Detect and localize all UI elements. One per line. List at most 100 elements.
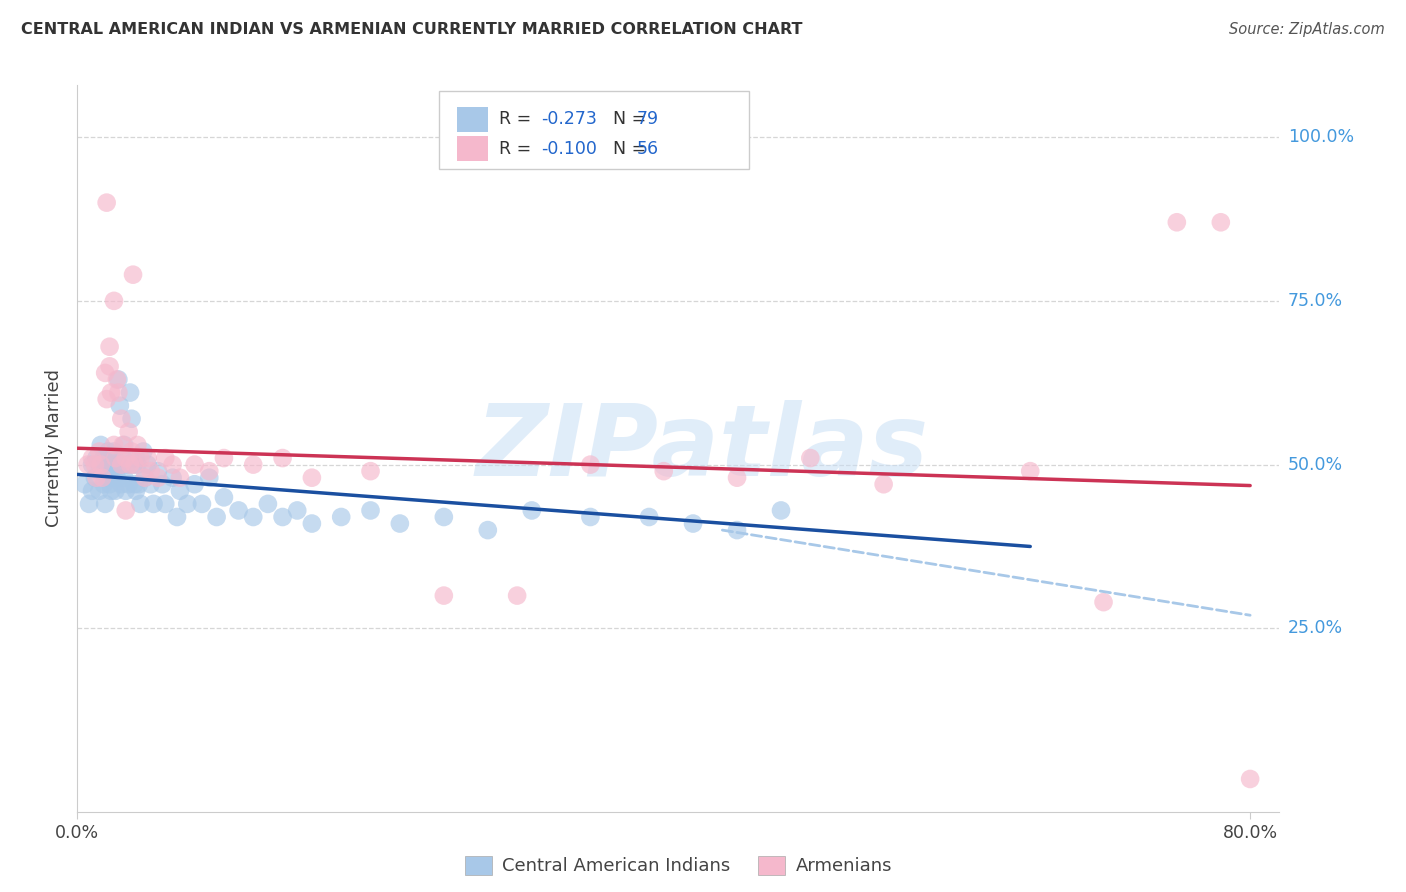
Point xyxy=(271,451,294,466)
Point xyxy=(285,503,308,517)
Point xyxy=(769,503,792,517)
Point xyxy=(139,464,162,478)
Point xyxy=(110,477,132,491)
Point xyxy=(388,516,411,531)
Point xyxy=(257,497,280,511)
Point xyxy=(166,510,188,524)
Point xyxy=(125,483,148,498)
Point xyxy=(90,458,112,472)
Point xyxy=(91,471,114,485)
Point xyxy=(725,523,748,537)
Legend: Central American Indians, Armenians: Central American Indians, Armenians xyxy=(457,848,900,883)
Point xyxy=(114,483,136,498)
Point xyxy=(301,516,323,531)
Point xyxy=(1019,464,1042,478)
Point xyxy=(134,471,156,485)
Point xyxy=(103,438,125,452)
Point xyxy=(122,268,145,282)
Point xyxy=(96,471,118,485)
Point xyxy=(104,483,127,498)
Point xyxy=(114,503,136,517)
Text: 75.0%: 75.0% xyxy=(1288,292,1343,310)
Point xyxy=(84,471,107,485)
Point xyxy=(110,411,132,425)
Point xyxy=(84,458,107,472)
Point xyxy=(124,477,146,491)
Point xyxy=(100,483,122,498)
Point xyxy=(198,471,221,485)
Point xyxy=(105,471,128,485)
Point xyxy=(103,471,125,485)
Point xyxy=(100,464,122,478)
Point xyxy=(638,510,661,524)
Text: R =: R = xyxy=(499,139,537,158)
Text: CENTRAL AMERICAN INDIAN VS ARMENIAN CURRENTLY MARRIED CORRELATION CHART: CENTRAL AMERICAN INDIAN VS ARMENIAN CURR… xyxy=(21,22,803,37)
Text: R =: R = xyxy=(499,111,537,128)
Point xyxy=(96,458,118,472)
Point xyxy=(127,458,149,472)
Point xyxy=(725,471,748,485)
Point xyxy=(112,471,135,485)
Point xyxy=(107,385,129,400)
Point xyxy=(93,477,115,491)
Point xyxy=(108,399,131,413)
Point xyxy=(89,444,111,458)
Point xyxy=(129,451,152,466)
Point xyxy=(242,510,264,524)
Point xyxy=(110,458,132,472)
Point xyxy=(127,438,149,452)
Point xyxy=(80,451,103,466)
Point xyxy=(191,497,214,511)
Point xyxy=(1166,215,1188,229)
Point xyxy=(360,503,382,517)
Point xyxy=(104,458,127,472)
Point xyxy=(162,471,184,485)
Text: 79: 79 xyxy=(637,111,659,128)
Point xyxy=(111,451,134,466)
Point xyxy=(169,471,191,485)
Point xyxy=(76,458,98,472)
Point xyxy=(520,503,543,517)
Point xyxy=(89,458,111,472)
Point xyxy=(121,444,143,458)
Point xyxy=(1209,215,1232,229)
Text: 50.0%: 50.0% xyxy=(1288,456,1343,474)
Point xyxy=(652,464,675,478)
Point xyxy=(104,451,127,466)
Point xyxy=(872,477,894,491)
Point xyxy=(120,385,142,400)
Point xyxy=(360,464,382,478)
Point xyxy=(103,444,125,458)
Point xyxy=(112,438,135,452)
Point xyxy=(128,477,150,491)
Point xyxy=(98,458,121,472)
Point xyxy=(146,471,169,485)
Point xyxy=(301,471,323,485)
Point xyxy=(96,392,118,406)
Text: 100.0%: 100.0% xyxy=(1288,128,1354,146)
Point xyxy=(136,458,159,472)
Point xyxy=(77,497,100,511)
Point xyxy=(1092,595,1115,609)
Point xyxy=(120,458,142,472)
Point xyxy=(114,451,136,466)
Point xyxy=(90,438,112,452)
Point xyxy=(86,451,108,466)
Point xyxy=(107,372,129,386)
Point xyxy=(94,497,117,511)
Point xyxy=(96,195,118,210)
Point xyxy=(110,458,132,472)
Point xyxy=(117,477,139,491)
Point xyxy=(98,359,121,374)
Text: 25.0%: 25.0% xyxy=(1288,619,1343,638)
Point xyxy=(799,451,821,466)
Point xyxy=(73,477,96,491)
Point xyxy=(1239,772,1261,786)
Point xyxy=(97,444,120,458)
Point xyxy=(139,477,162,491)
Point xyxy=(155,497,177,511)
Point xyxy=(122,458,145,472)
Point xyxy=(134,471,156,485)
Point xyxy=(271,510,294,524)
Point xyxy=(132,444,155,458)
